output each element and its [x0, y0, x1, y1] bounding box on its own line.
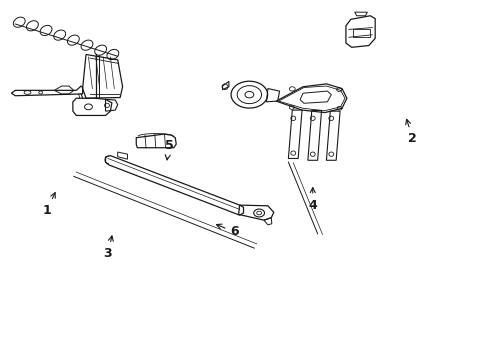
- Text: 5: 5: [164, 139, 173, 160]
- Text: 3: 3: [103, 236, 113, 260]
- Text: 4: 4: [308, 188, 317, 212]
- Bar: [352, 29, 369, 37]
- Text: 6: 6: [216, 224, 239, 238]
- Text: 1: 1: [42, 193, 55, 217]
- Text: 2: 2: [405, 119, 416, 145]
